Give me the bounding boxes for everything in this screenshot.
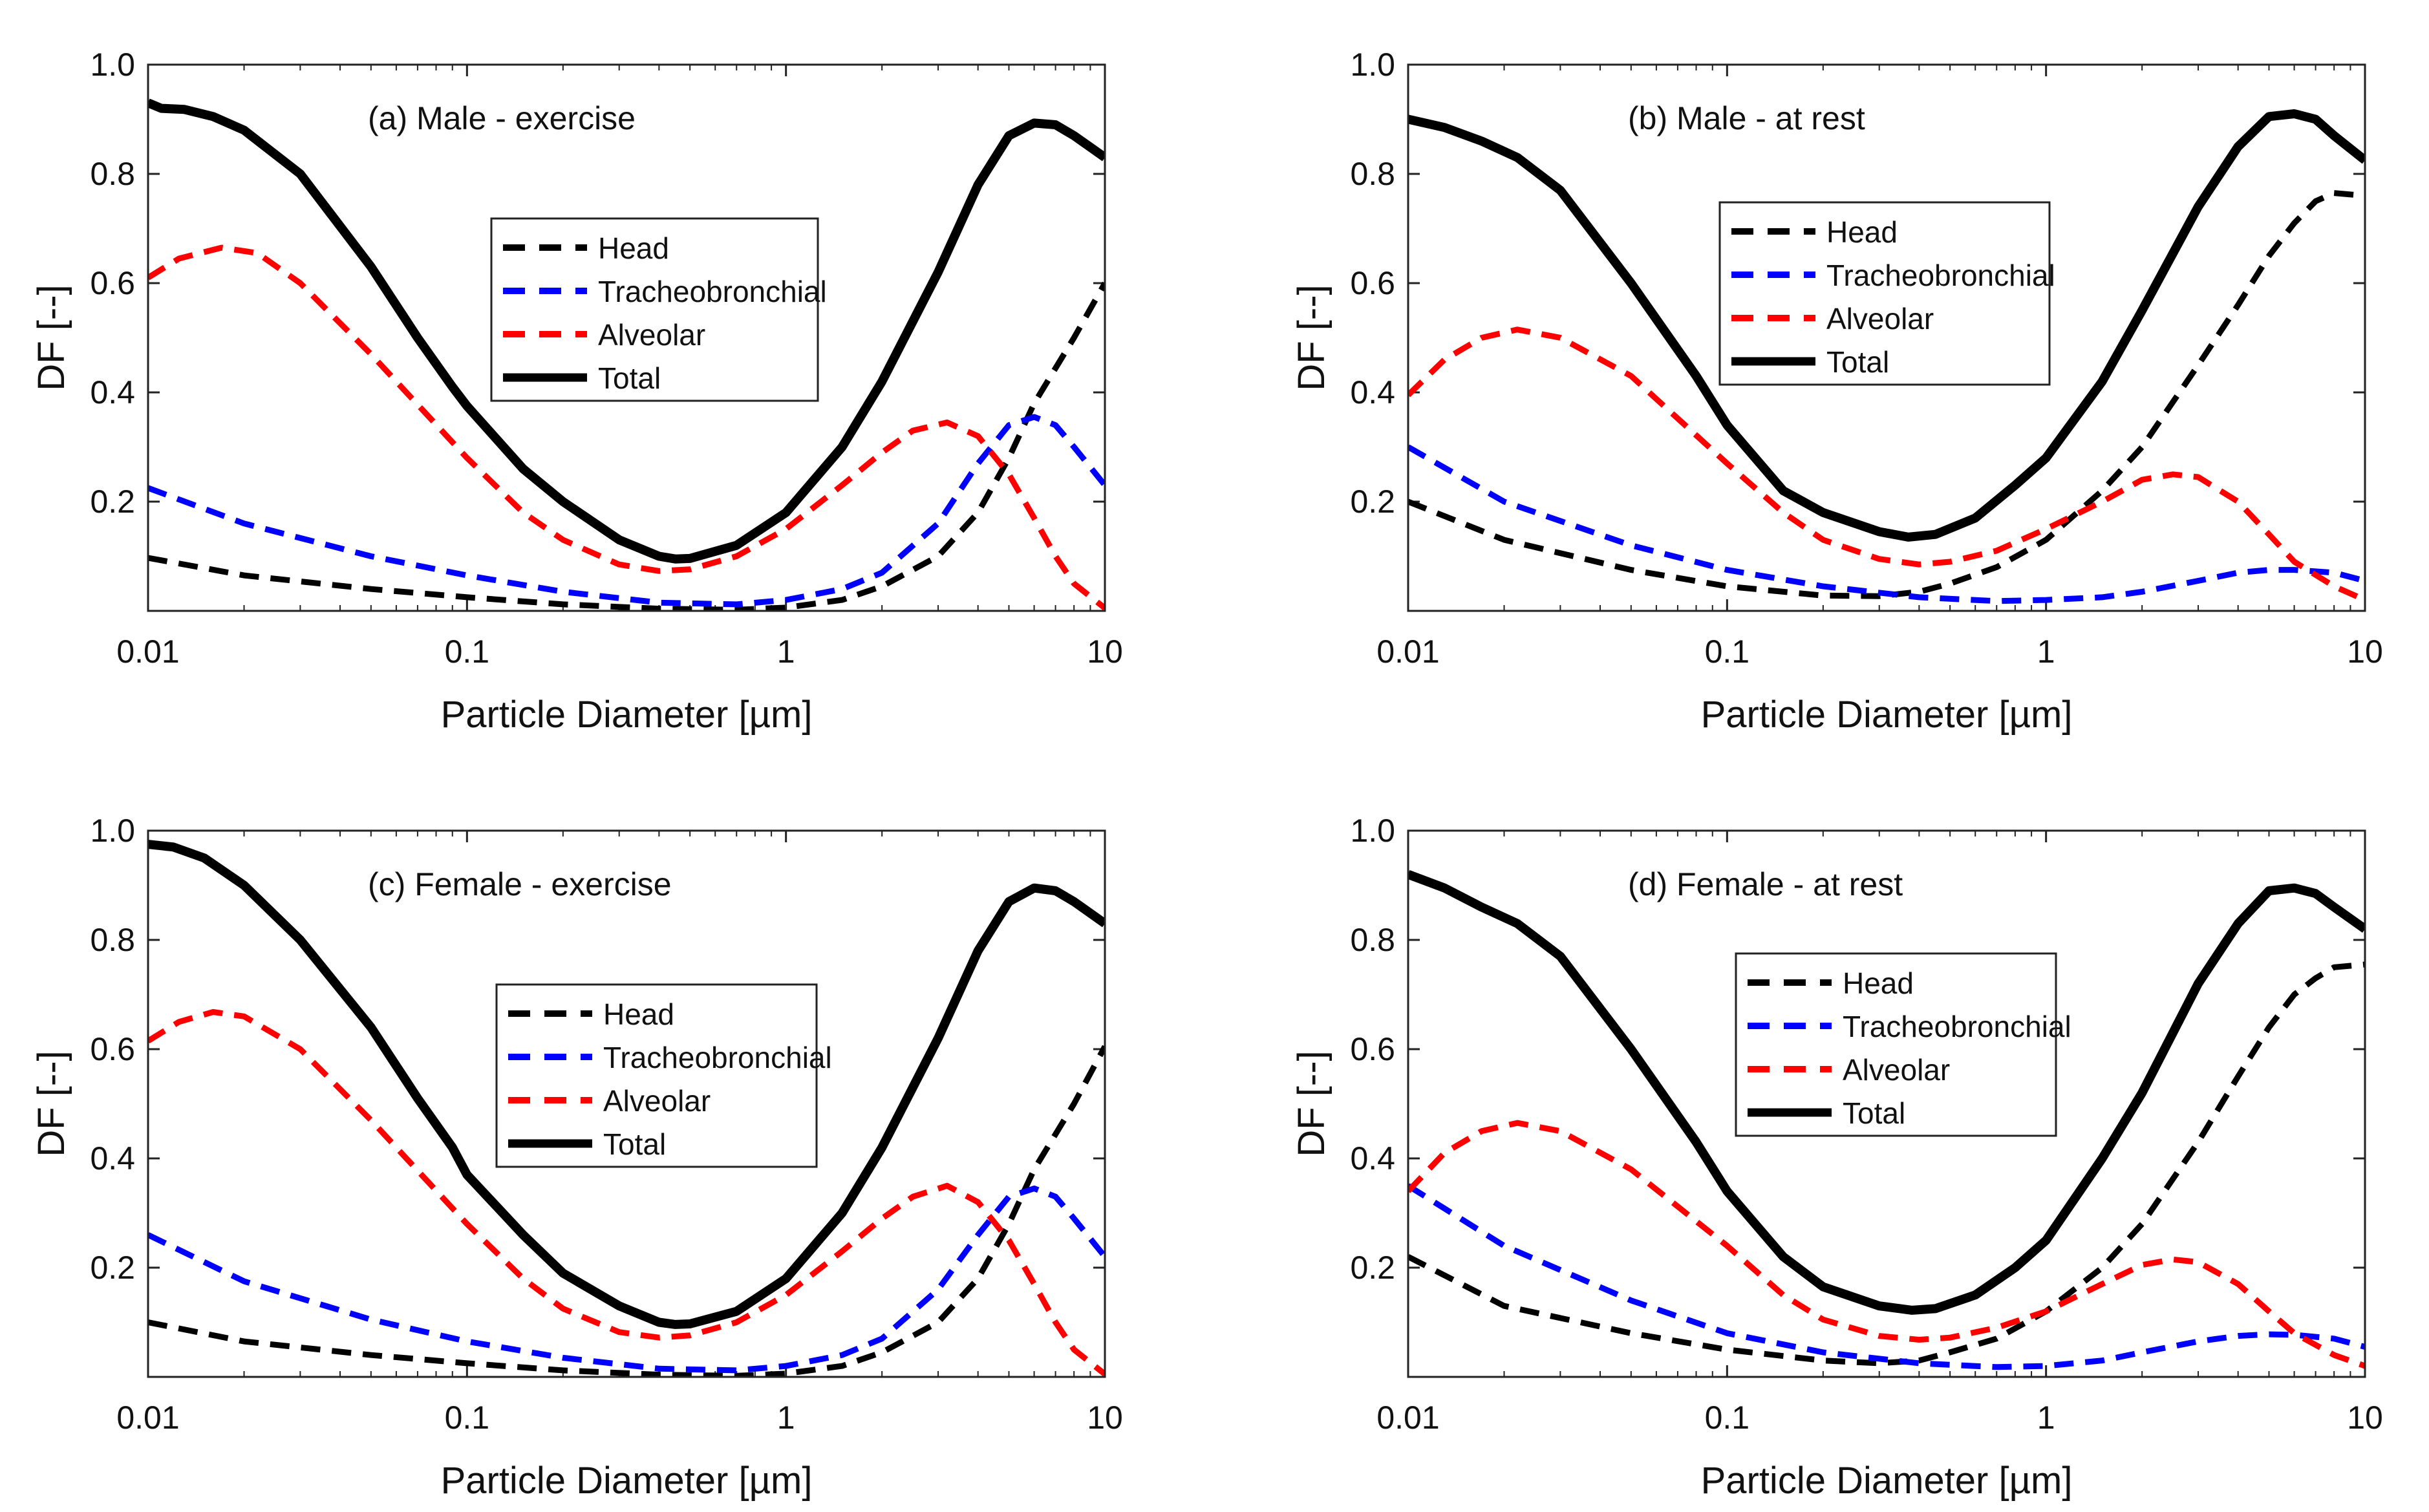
legend: Head Tracheobronchial Alveolar Total (1735, 952, 2071, 1137)
chart-panel-a: 0.01 0.1 1 10 0.2 0.4 0.6 0.8 1.0 (a) Male - exer… (30, 47, 1123, 736)
legend-label: Tracheobronchial (603, 1041, 832, 1074)
y-axis-label: DF [--] (30, 1050, 72, 1156)
y-tick-label: 0.4 (90, 1140, 135, 1177)
chart-panel-d: 0.01 0.1 1 10 0.2 0.4 0.6 0.8 1.0 (d) Female - at… (1290, 813, 2383, 1502)
x-tick-label: 1 (2037, 634, 2055, 670)
x-tick-label: 0.01 (116, 1400, 179, 1436)
legend: Head Tracheobronchial Alveolar Total (490, 217, 827, 402)
y-tick-label: 0.2 (1350, 1250, 1395, 1286)
legend-label: Total (1843, 1096, 1905, 1130)
series-head-line (148, 281, 1105, 611)
x-tick-label: 1 (777, 1400, 795, 1436)
x-tick-label: 0.01 (116, 634, 179, 670)
series-total-line (148, 98, 1105, 564)
legend-label: Tracheobronchial (598, 275, 827, 308)
y-tick-label: 0.2 (90, 1250, 135, 1286)
legend-label: Total (1826, 345, 1889, 379)
legend-label: Head (1826, 215, 1898, 249)
series-total-line (1408, 109, 2365, 542)
legend-label: Head (1843, 966, 1914, 1000)
y-tick-label: 1.0 (1350, 813, 1395, 849)
x-tick-label: 1 (2037, 1400, 2055, 1436)
panel-annotation: (c) Female - exercise (368, 866, 672, 902)
plot-area (1408, 870, 2365, 1370)
series-alveolar-line (148, 1009, 1105, 1377)
axes-frame (147, 829, 1106, 1378)
y-tick-label: 0.4 (90, 374, 135, 410)
y-axis-label: DF [--] (1290, 1050, 1332, 1156)
y-tick-label: 1.0 (90, 813, 135, 849)
x-axis-label: Particle Diameter [µm] (441, 694, 813, 736)
legend-label: Total (603, 1127, 666, 1161)
x-tick-label: 0.01 (1376, 1400, 1439, 1436)
panel-annotation: (d) Female - at rest (1628, 866, 1903, 902)
y-tick-label: 0.4 (1350, 1140, 1395, 1177)
y-tick-label: 1.0 (1350, 47, 1395, 83)
legend: Head Tracheobronchial Alveolar Total (1718, 201, 2055, 386)
axes-frame (1407, 63, 2366, 612)
legend: Head Tracheobronchial Alveolar Total (495, 983, 832, 1168)
y-tick-label: 0.2 (1350, 484, 1395, 520)
legend-label: Head (598, 231, 669, 265)
legend-label: Alveolar (1843, 1053, 1950, 1087)
series-head-line (148, 1045, 1105, 1377)
y-axis-label: DF [--] (1290, 284, 1332, 390)
panel-annotation: (a) Male - exercise (368, 100, 636, 136)
axes-frame (147, 63, 1106, 612)
x-tick-label: 0.1 (445, 634, 490, 670)
x-tick-label: 0.1 (445, 1400, 490, 1436)
y-tick-label: 0.2 (90, 484, 135, 520)
x-tick-label: 0.01 (1376, 634, 1439, 670)
plot-area (1408, 109, 2365, 604)
legend-label: Alveolar (598, 318, 705, 352)
legend-label: Tracheobronchial (1826, 259, 2055, 292)
x-tick-label: 10 (1087, 634, 1123, 670)
y-tick-label: 0.8 (1350, 922, 1395, 958)
y-tick-label: 0.4 (1350, 374, 1395, 410)
series-tracheobronchial-line (148, 1186, 1105, 1374)
y-tick-label: 0.8 (90, 922, 135, 958)
panel-annotation: (b) Male - at rest (1628, 100, 1865, 136)
x-tick-label: 10 (2347, 1400, 2383, 1436)
chart-panel-c: 0.01 0.1 1 10 0.2 0.4 0.6 0.8 1.0 (c) Female - ex… (30, 813, 1123, 1502)
y-tick-label: 0.6 (1350, 1031, 1395, 1067)
y-tick-label: 0.6 (90, 265, 135, 301)
y-axis-label: DF [--] (30, 284, 72, 390)
series-total-line (1408, 870, 2365, 1315)
y-tick-label: 0.8 (90, 156, 135, 192)
series-tracheobronchial-line (148, 414, 1105, 608)
axes-frame (1407, 829, 2366, 1378)
legend-label: Head (603, 997, 674, 1031)
y-tick-label: 1.0 (90, 47, 135, 83)
x-tick-label: 0.1 (1705, 1400, 1750, 1436)
y-tick-label: 0.6 (90, 1031, 135, 1067)
x-axis-label: Particle Diameter [µm] (1701, 1460, 2073, 1502)
x-tick-label: 10 (2347, 634, 2383, 670)
legend-label: Total (598, 361, 661, 395)
series-total-line (148, 840, 1105, 1329)
x-axis-label: Particle Diameter [µm] (1701, 694, 2073, 736)
legend-label: Alveolar (1826, 302, 1934, 335)
y-tick-label: 0.6 (1350, 265, 1395, 301)
x-tick-label: 1 (777, 634, 795, 670)
series-tracheobronchial-line (1408, 444, 2365, 604)
y-tick-label: 0.8 (1350, 156, 1395, 192)
legend-label: Alveolar (603, 1084, 711, 1118)
x-axis-label: Particle Diameter [µm] (441, 1460, 813, 1502)
x-tick-label: 10 (1087, 1400, 1123, 1436)
series-head-line (1408, 190, 2365, 599)
chart-panel-b: 0.01 0.1 1 10 0.2 0.4 0.6 0.8 1.0 (b) Male - at r… (1290, 47, 2383, 736)
series-alveolar-line (1408, 1120, 2365, 1369)
series-tracheobronchial-line (1408, 1183, 2365, 1370)
plot-area (148, 840, 1105, 1377)
plot-area (148, 98, 1105, 611)
x-tick-label: 0.1 (1705, 634, 1750, 670)
series-alveolar-line (1408, 326, 2365, 603)
legend-label: Tracheobronchial (1843, 1010, 2071, 1043)
series-alveolar-line (148, 244, 1105, 611)
